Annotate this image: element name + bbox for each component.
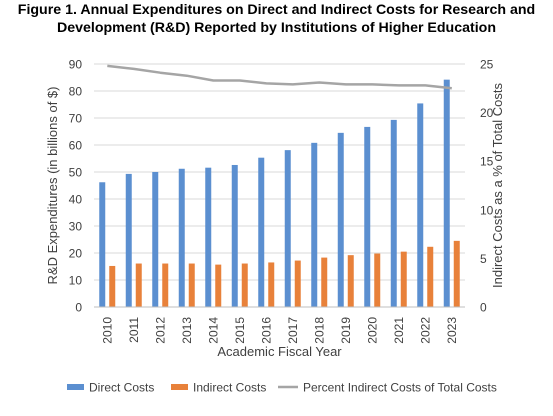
gridlines [94,63,465,281]
bar-indirect-costs [400,251,407,307]
bar-indirect-costs [453,240,460,307]
x-tick-label: 2013 [180,317,194,344]
bar-direct-costs [364,126,371,307]
y2-tick-label: 15 [480,155,494,169]
y2-tick-label: 20 [480,106,494,120]
y2-tick-label: 0 [480,301,487,315]
bar-direct-costs [125,173,132,307]
legend-direct-costs-swatch [67,384,84,390]
x-tick-label: 2017 [286,317,300,344]
x-tick-label: 2010 [100,317,114,344]
y-tick-label: 10 [69,274,83,288]
bar-direct-costs [311,142,318,307]
bar-indirect-costs [268,262,275,307]
y2-tick-label: 5 [480,252,487,266]
bar-indirect-costs [374,253,381,307]
y2-tick-label: 25 [480,58,494,72]
bar-direct-costs [258,157,265,307]
x-tick-label: 2014 [206,317,220,344]
percent-line [107,64,452,90]
bar-direct-costs [231,164,238,307]
legend-indirect-costs-swatch [171,384,188,390]
y-tick-label: 70 [69,112,83,126]
bar-indirect-costs [162,263,169,307]
bar-indirect-costs [427,246,434,307]
bar-direct-costs [178,168,185,307]
figure-title: Figure 1. Annual Expenditures on Direct … [0,1,553,37]
legend: Direct Costs Indirect Costs Percent Indire… [67,381,497,395]
legend-percent-indirect-label: Percent Indirect Costs of Total Costs [303,381,497,395]
x-axis-label: Academic Fiscal Year [217,344,342,359]
x-tick-label: 2022 [418,317,432,344]
right-axis-ticks: 0 5 10 15 20 25 [480,58,494,315]
x-tick-label: 2011 [127,317,141,343]
x-tick-label: 2012 [153,317,167,344]
x-tick-label: 2019 [339,317,353,344]
x-tick-label: 2020 [365,317,379,344]
bar-direct-costs [443,79,450,307]
y-tick-label: 30 [69,220,83,234]
line-percent-indirect [107,64,452,90]
x-tick-label: 2016 [259,317,273,344]
bar-direct-costs [205,167,212,307]
bar-indirect-costs [294,260,301,307]
bar-direct-costs [284,150,291,307]
bar-indirect-costs [215,264,222,307]
bar-direct-costs [99,182,106,307]
x-tick-label: 2021 [392,317,406,344]
legend-direct-costs-label: Direct Costs [89,381,154,395]
y-tick-label: 50 [69,166,83,180]
x-tick-label: 2023 [445,317,459,344]
x-tick-label: 2015 [233,317,247,344]
x-axis-ticks: 2010 2011 2012 2013 2014 2015 2016 2017 2018 2019… [100,317,459,344]
bar-indirect-costs [109,265,116,307]
bar-indirect-costs [241,263,248,307]
y-tick-label: 90 [69,58,83,72]
bars [99,79,460,307]
y-axis-label: R&D Expenditures (in billions of $) [45,87,60,285]
bar-indirect-costs [188,263,195,307]
y2-axis-label: Indirect Costs as a % of Total Costs [490,83,505,288]
left-axis-ticks: 0 10 20 30 40 50 60 70 80 90 [69,58,83,315]
figure-title-line-1: Figure 1. Annual Expenditures on Direct … [17,2,536,18]
y-tick-label: 40 [69,193,83,207]
y-tick-label: 0 [75,301,82,315]
y-tick-label: 80 [69,85,83,99]
figure-title-line-2: Development (R&D) Reported by Institutio… [56,20,497,36]
y-tick-label: 60 [69,139,83,153]
bar-direct-costs [417,103,424,307]
y2-tick-label: 10 [480,203,494,217]
bar-direct-costs [390,119,397,307]
bar-direct-costs [152,172,159,307]
x-tick-label: 2018 [312,317,326,344]
legend-indirect-costs-label: Indirect Costs [193,381,266,395]
bar-indirect-costs [347,255,354,307]
bar-indirect-costs [321,257,328,307]
y-tick-label: 20 [69,247,83,261]
bar-indirect-costs [135,263,142,307]
bar-direct-costs [337,132,344,307]
